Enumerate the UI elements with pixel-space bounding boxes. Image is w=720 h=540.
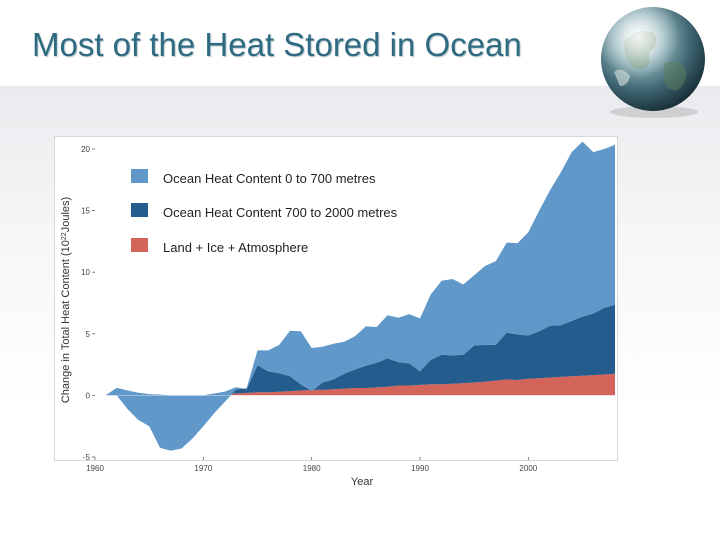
slide-title: Most of the Heat Stored in Ocean [32,26,522,63]
y-tick-label: -5 [83,453,91,462]
x-tick-label: 1990 [411,464,429,473]
y-tick-label: 5 [86,330,91,339]
y-axis-label: Change in Total Heat Content (1022Joules… [60,197,72,403]
y-tick-label: 10 [81,268,90,277]
legend-label-deep-ocean: Ocean Heat Content 700 to 2000 metres [163,205,398,220]
y-axis: 20 15 10 5 0 -5 [81,145,95,462]
globe-icon [601,7,705,118]
y-tick-label: 15 [81,207,90,216]
area-series-layer [95,141,616,451]
y-tick-label: 20 [81,145,90,154]
area-land-ice-atmosphere [105,373,616,396]
legend-swatch-upper-ocean [131,169,148,183]
y-axis-label-exponent: 22 [61,232,68,240]
x-tick-label: 1970 [194,464,212,473]
legend-swatch-land-ice-atmosphere [131,238,148,252]
area-ocean-700-2000m [105,304,616,396]
y-axis-label-prefix: Change in Total Heat Content (10 [60,240,72,403]
legend-label-upper-ocean: Ocean Heat Content 0 to 700 metres [163,171,376,186]
x-axis: 1960 1970 1980 1990 2000 [86,457,538,473]
chart-legend: Ocean Heat Content 0 to 700 metres Ocean… [131,169,398,255]
x-tick-label: 2000 [519,464,537,473]
legend-label-land-ice-atmosphere: Land + Ice + Atmosphere [163,240,308,255]
y-axis-label-suffix: Joules) [60,197,72,232]
y-tick-label: 0 [86,391,91,400]
x-tick-label: 1960 [86,464,104,473]
x-axis-label: Year [351,476,374,488]
legend-swatch-deep-ocean [131,203,148,217]
x-tick-label: 1980 [303,464,321,473]
area-ocean-0-700m [105,141,616,451]
